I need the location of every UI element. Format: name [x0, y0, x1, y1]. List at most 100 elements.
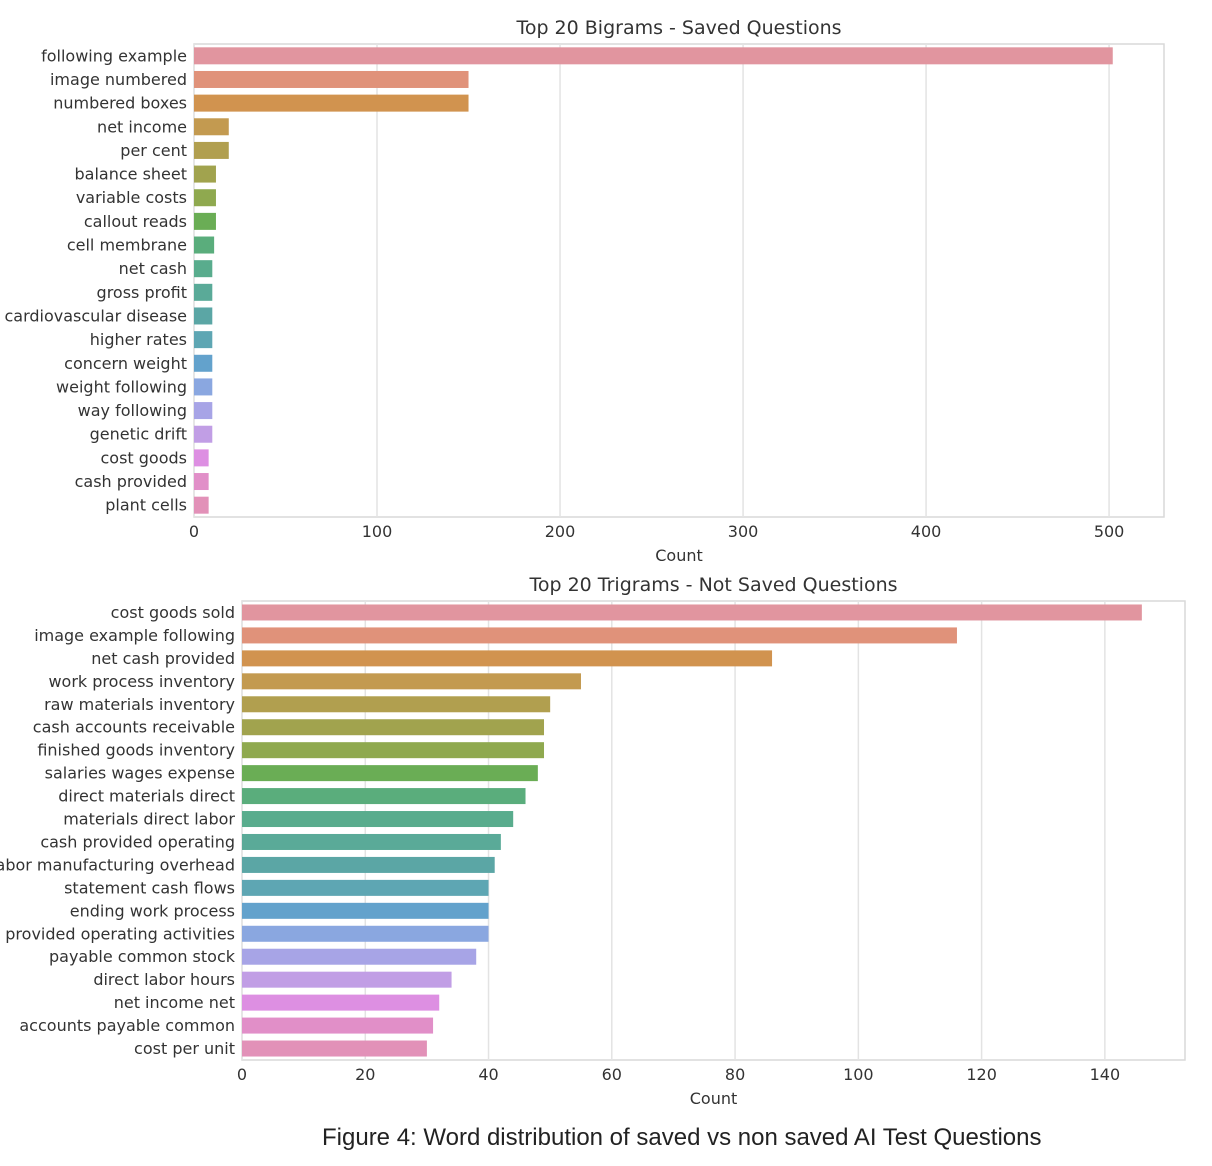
bigram-category-label: callout reads	[84, 212, 187, 231]
trigram-x-tick-label: 60	[602, 1065, 622, 1084]
bigram-category-label: weight following	[56, 377, 187, 396]
figure-caption: Figure 4: Word distribution of saved vs …	[322, 1124, 1042, 1151]
trigram-bar	[242, 788, 526, 805]
bigram-bar	[194, 354, 213, 372]
bigram-bar	[194, 449, 209, 467]
trigram-category-label: direct materials direct	[58, 787, 235, 806]
bigram-category-label: cash provided	[75, 472, 187, 491]
bigram-category-label: cell membrane	[67, 236, 187, 255]
trigram-category-label: net cash provided	[91, 649, 235, 668]
bigram-bar	[194, 165, 216, 183]
bigram-category-label: numbered boxes	[53, 94, 187, 113]
bigram-bar	[194, 212, 216, 230]
bigram-x-tick-label: 0	[189, 522, 199, 541]
trigram-category-label: cost goods sold	[111, 603, 235, 622]
trigram-category-label: raw materials inventory	[44, 695, 235, 714]
trigram-x-axis-label: Count	[690, 1089, 738, 1108]
bigram-x-tick-label: 500	[1094, 522, 1125, 541]
bigram-category-label: net cash	[119, 259, 187, 278]
trigram-category-label: net income net	[114, 993, 235, 1012]
trigram-bar	[242, 765, 538, 782]
bigram-category-label: net income	[97, 117, 187, 136]
trigram-bar	[242, 971, 452, 988]
trigram-bar	[242, 948, 477, 965]
trigram-bar	[242, 833, 501, 850]
bigram-x-tick-label: 400	[911, 522, 942, 541]
trigram-x-tick-label: 100	[843, 1065, 874, 1084]
trigram-category-label: cost per unit	[134, 1039, 235, 1058]
trigram-x-tick-label: 40	[478, 1065, 498, 1084]
bigram-bar	[194, 331, 213, 349]
bigram-category-label: way following	[78, 401, 187, 420]
bigram-bar	[194, 425, 213, 443]
bigram-category-label: genetic drift	[90, 425, 187, 444]
bigram-bar	[194, 70, 469, 88]
trigram-x-tick-label: 140	[1090, 1065, 1121, 1084]
bigram-category-label: following example	[41, 46, 187, 65]
trigram-x-tick-label: 20	[355, 1065, 375, 1084]
bigram-x-tick-label: 200	[545, 522, 576, 541]
trigram-bar	[242, 604, 1142, 621]
trigram-bar	[242, 1040, 427, 1057]
trigram-bar	[242, 696, 551, 713]
bigram-category-label: image numbered	[50, 70, 187, 89]
trigram-category-label: labor manufacturing overhead	[0, 855, 235, 874]
trigram-category-label: cash accounts receivable	[33, 718, 235, 737]
trigram-bar	[242, 627, 957, 644]
bigram-chart-title: Top 20 Bigrams - Saved Questions	[515, 17, 841, 39]
bigram-bar	[194, 189, 216, 207]
trigram-bar	[242, 925, 489, 942]
trigram-chart-title: Top 20 Trigrams - Not Saved Questions	[528, 574, 897, 596]
trigram-category-label: direct labor hours	[93, 970, 235, 989]
trigram-category-label: accounts payable common	[19, 1016, 235, 1035]
bigram-x-tick-label: 300	[728, 522, 759, 541]
bigram-bar	[194, 94, 469, 112]
trigram-bar	[242, 650, 773, 667]
bigram-bar	[194, 283, 213, 301]
bigram-bar	[194, 307, 213, 325]
trigram-bar	[242, 719, 545, 736]
bigram-bar	[194, 118, 229, 136]
trigram-x-tick-label: 80	[725, 1065, 745, 1084]
bigram-x-axis-label: Count	[655, 546, 703, 565]
bigram-category-label: per cent	[120, 141, 187, 160]
bigram-bar	[194, 473, 209, 491]
trigram-category-label: ending work process	[70, 901, 235, 920]
trigram-bar	[242, 856, 495, 873]
trigram-category-label: salaries wages expense	[45, 764, 235, 783]
bigram-bar	[194, 47, 1113, 65]
trigram-bar	[242, 811, 514, 828]
bigram-bar	[194, 141, 229, 159]
bigram-bar	[194, 496, 209, 514]
bigram-bar	[194, 378, 213, 396]
bigram-category-label: concern weight	[64, 354, 187, 373]
trigram-plot-frame	[241, 600, 1186, 1061]
trigram-category-label: finished goods inventory	[37, 741, 235, 760]
bigram-category-label: cost goods	[100, 448, 187, 467]
trigram-bar	[242, 879, 489, 896]
bigram-category-label: gross profit	[97, 283, 187, 302]
trigram-category-label: payable common stock	[49, 947, 236, 966]
trigram-category-label: materials direct labor	[63, 810, 235, 829]
trigram-category-label: provided operating activities	[5, 924, 235, 943]
bigram-plot-frame	[193, 43, 1165, 518]
bigram-category-label: cardiovascular disease	[4, 306, 187, 325]
trigram-category-label: cash provided operating	[40, 832, 235, 851]
trigram-category-label: image example following	[34, 626, 235, 645]
trigram-bar	[242, 1017, 434, 1034]
bigram-bar	[194, 260, 213, 278]
bigram-category-label: balance sheet	[74, 165, 187, 184]
trigram-x-tick-label: 0	[237, 1065, 247, 1084]
trigram-bar	[242, 742, 545, 759]
bigram-bar	[194, 402, 213, 420]
trigram-category-label: work process inventory	[48, 672, 235, 691]
bigram-category-label: variable costs	[76, 188, 187, 207]
bigram-x-tick-label: 100	[362, 522, 393, 541]
trigram-bar	[242, 902, 489, 919]
trigram-x-tick-label: 120	[966, 1065, 997, 1084]
trigram-bar	[242, 673, 581, 690]
bigram-category-label: higher rates	[90, 330, 187, 349]
bigram-bar	[194, 236, 215, 254]
bigram-category-label: plant cells	[105, 496, 187, 515]
